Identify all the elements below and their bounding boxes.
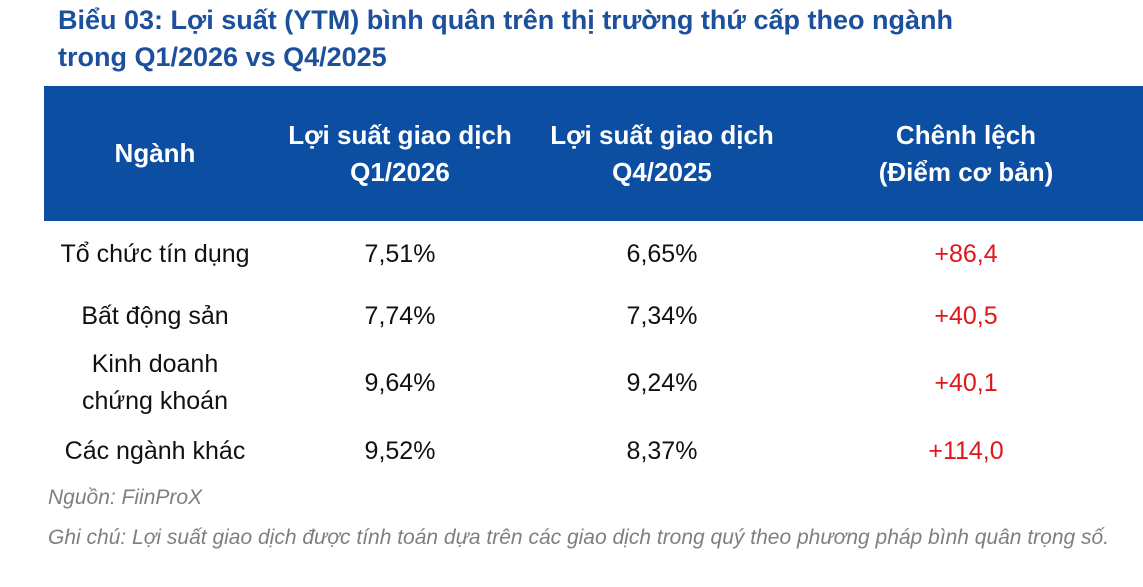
header-text: Lợi suất giao dịch <box>550 119 774 150</box>
table-cell: Các ngành khác <box>45 430 265 472</box>
table-cell: 7,34% <box>626 301 698 330</box>
cell-text: Tổ chức tín dụng <box>60 239 250 268</box>
header-cell: Lợi suất giao dịch Q4/2025 <box>532 86 792 221</box>
title: Biểu 03: Lợi suất (YTM) bình quân trên t… <box>58 2 953 76</box>
cell-text: chứng khoán <box>81 387 228 415</box>
title-line: Biểu 03: Lợi suất (YTM) bình quân trên t… <box>58 5 953 35</box>
table-cell: +86,4 <box>934 239 998 268</box>
header-cell: Lợi suất giao dịch Q1/2026 <box>270 86 530 221</box>
table-row: Kinh doanh chứng khoán 9,64% 9,24% +40,1 <box>44 345 1143 421</box>
table-cell: 7,51% <box>364 239 436 268</box>
table-row: Tổ chức tín dụng 7,51% 6,65% +86,4 <box>44 233 1143 275</box>
header-cell: Chênh lệch (Điểm cơ bản) <box>816 86 1116 221</box>
note: Ghi chú: Lợi suất giao dịch được tính to… <box>48 526 1110 549</box>
table-cell: 9,64% <box>364 368 436 397</box>
title-line: trong Q1/2026 vs Q4/2025 <box>58 42 387 72</box>
table-cell: 8,37% <box>626 436 698 465</box>
table-cell: 7,74% <box>364 301 436 330</box>
table-cell: Kinh doanh chứng khoán <box>45 345 265 421</box>
header-text: Q4/2025 <box>612 156 712 187</box>
source: Nguồn: FiinProX <box>48 486 203 509</box>
table-cell: +40,1 <box>934 368 998 397</box>
table-row: Các ngành khác 9,52% 8,37% +114,0 <box>44 430 1143 472</box>
table-cell: +114,0 <box>928 436 1004 465</box>
table-cell: Bất động sản <box>45 295 265 337</box>
table-header: Ngành Lợi suất giao dịch Q1/2026 Lợi suất g… <box>44 86 1143 221</box>
header-text: Lợi suất giao dịch <box>288 119 512 150</box>
header-text: Q1/2026 <box>350 156 450 187</box>
table-cell: 6,65% <box>626 239 698 268</box>
cell-text: Bất động sản <box>81 301 229 330</box>
table-cell: +40,5 <box>934 301 998 330</box>
header-text: (Điểm cơ bản) <box>878 156 1054 187</box>
table-cell: 9,52% <box>364 436 436 465</box>
header-text: Chênh lệch <box>895 119 1037 150</box>
header-text: Ngành <box>114 138 196 168</box>
table-cell: 9,24% <box>626 368 698 397</box>
cell-text: Kinh doanh <box>91 350 219 378</box>
header-cell: Ngành <box>45 86 265 221</box>
cell-text: Các ngành khác <box>64 436 246 465</box>
table-row: Bất động sản 7,74% 7,34% +40,5 <box>44 295 1143 337</box>
table-cell: Tổ chức tín dụng <box>45 233 265 275</box>
